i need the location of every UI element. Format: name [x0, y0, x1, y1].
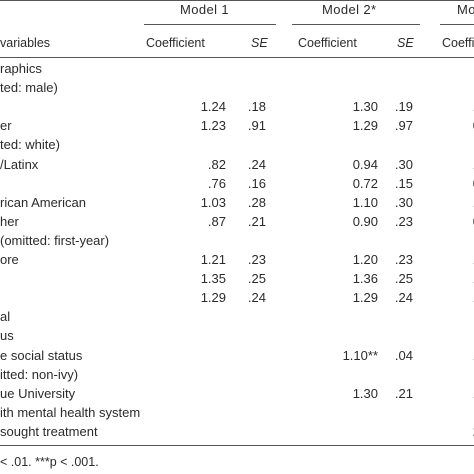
cell-m3: 1	[473, 386, 474, 401]
model-1-underline	[144, 24, 276, 25]
coefficient-header-3: Coefficie	[442, 36, 474, 50]
cell-m3: 1	[473, 348, 474, 363]
cell-m2s: .97	[394, 118, 413, 133]
coefficient-header-1: Coefficient	[146, 36, 205, 50]
table-footnote: < .01. ***p < .001.	[0, 455, 99, 469]
cell-m2c: 1.29	[352, 118, 378, 133]
row-label: ith mental health system	[0, 405, 141, 420]
se-header-1: SE	[251, 36, 268, 50]
coefficient-header-2: Coefficient	[298, 36, 357, 50]
cell-m2s: .19	[394, 99, 413, 114]
cell-m1c: 1.23	[200, 118, 226, 133]
cell-m3: 0	[473, 118, 474, 133]
cell-m1c: .82	[207, 157, 226, 172]
cell-m1c: 1.21	[200, 252, 226, 267]
model-3-header: Mo	[457, 2, 474, 17]
table-bottom-rule	[0, 445, 474, 446]
cell-m1s: .21	[247, 214, 266, 229]
row-label: /Latinx	[0, 157, 39, 172]
cell-m2c: 0.94	[352, 157, 378, 172]
cell-m1c: 1.35	[200, 271, 226, 286]
cell-m1s: .16	[247, 176, 266, 191]
model-1-header: Model 1	[180, 2, 230, 17]
cell-m1s: .24	[247, 157, 266, 172]
cell-m1s: .91	[247, 118, 266, 133]
cell-m1s: .24	[247, 290, 266, 305]
cell-m2s: .23	[394, 214, 413, 229]
cell-m2c: 1.20	[352, 252, 378, 267]
cell-m2s: .30	[394, 157, 413, 172]
variables-header: variables	[0, 36, 51, 50]
cell-m3: 1	[473, 271, 474, 286]
cell-m2s: .25	[394, 271, 413, 286]
cell-m1s: .23	[247, 252, 266, 267]
row-label: us	[0, 328, 14, 343]
cell-m2c: 1.10	[352, 195, 378, 210]
cell-m2s: .24	[394, 290, 413, 305]
row-label: e social status	[0, 348, 83, 363]
cell-m2c: 1.10**	[342, 348, 378, 363]
row-label: her	[0, 214, 19, 229]
row-label: er	[0, 118, 12, 133]
cell-m2c: 1.29	[352, 290, 378, 305]
cell-m2c: 1.30	[352, 386, 378, 401]
table-top-rule	[0, 0, 474, 1]
cell-m2s: .04	[394, 348, 413, 363]
cell-m2c: 0.90	[352, 214, 378, 229]
cell-m1c: 1.24	[200, 99, 226, 114]
cell-m2s: .30	[394, 195, 413, 210]
row-label: (omitted: first-year)	[0, 233, 110, 248]
cell-m2c: 0.72	[352, 176, 378, 191]
row-label: raphics	[0, 61, 42, 76]
row-label: al	[0, 309, 11, 324]
cell-m1c: .87	[207, 214, 226, 229]
cell-m3: 1	[473, 252, 474, 267]
row-label: ted: white)	[0, 137, 60, 152]
cell-m1s: .18	[247, 99, 266, 114]
row-label: ted: male)	[0, 80, 58, 95]
row-label: sought treatment	[0, 424, 98, 439]
cell-m2c: 1.30	[352, 99, 378, 114]
row-label: itted: non-ivy)	[0, 367, 79, 382]
header-rule	[0, 57, 474, 58]
cell-m2s: .21	[394, 386, 413, 401]
cell-m3: 0	[473, 176, 474, 191]
cell-m1s: .28	[247, 195, 266, 210]
cell-m3: 0	[473, 214, 474, 229]
model-2-underline	[292, 24, 420, 25]
cell-m3: 1	[473, 290, 474, 305]
cell-m2c: 1.36	[352, 271, 378, 286]
cell-m2s: .15	[394, 176, 413, 191]
row-label: ue University	[0, 386, 76, 401]
model-3-underline	[440, 24, 474, 25]
cell-m1c: .76	[207, 176, 226, 191]
cell-m3: 1	[473, 195, 474, 210]
row-label: ore	[0, 252, 19, 267]
cell-m3: 2	[473, 424, 474, 439]
model-2-header: Model 2*	[322, 2, 377, 17]
cell-m3: 1	[473, 99, 474, 114]
row-label: rican American	[0, 195, 86, 210]
cell-m1c: 1.03	[200, 195, 226, 210]
cell-m3: 1	[473, 157, 474, 172]
cell-m2s: .23	[394, 252, 413, 267]
cell-m1c: 1.29	[200, 290, 226, 305]
se-header-2: SE	[397, 36, 414, 50]
cell-m1s: .25	[247, 271, 266, 286]
